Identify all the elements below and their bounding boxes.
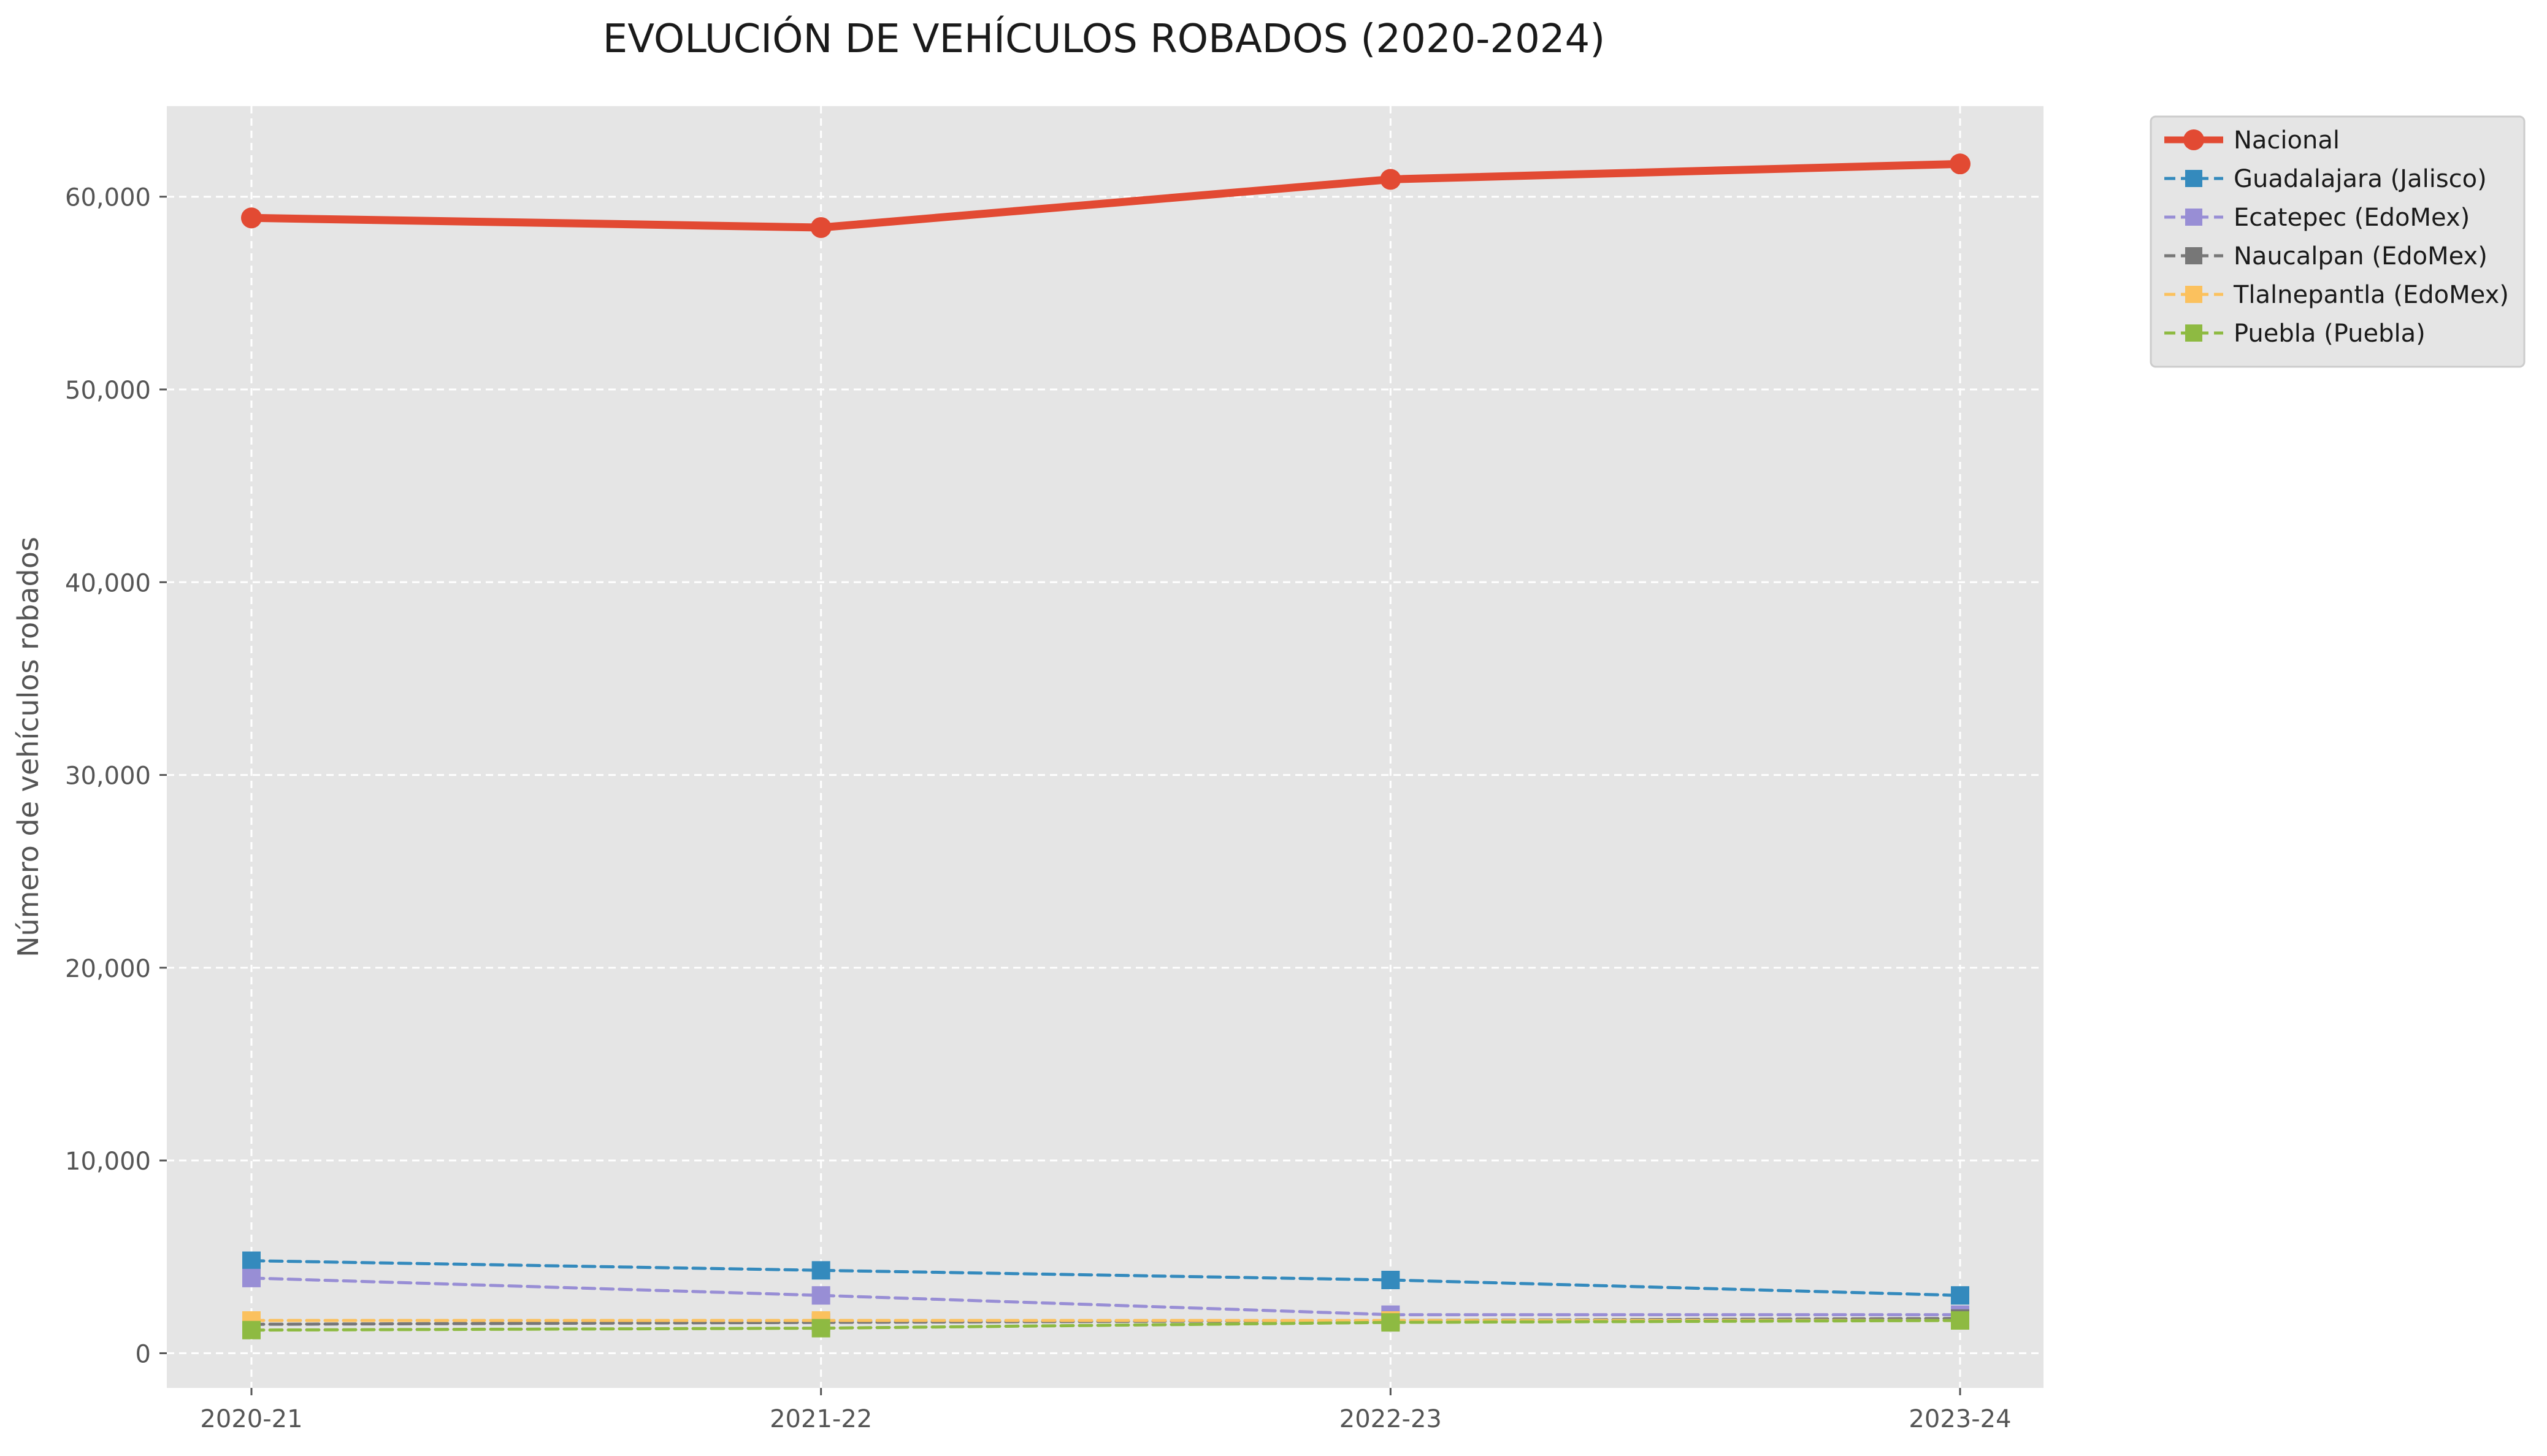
data-point [1950, 153, 1971, 175]
y-tick-label: 50,000 [65, 377, 151, 405]
data-point [810, 217, 832, 238]
data-point [1381, 1271, 1400, 1289]
legend-item: Guadalajara (Jalisco) [2164, 165, 2487, 193]
series-line [247, 159, 1964, 232]
legend-label: Nacional [2234, 126, 2340, 155]
data-point [811, 1261, 830, 1280]
y-tick-label: 10,000 [65, 1148, 151, 1176]
legend-item: Tlalnepantla (EdoMex) [2164, 281, 2509, 309]
legend-label: Guadalajara (Jalisco) [2234, 165, 2487, 193]
axes: 0 10,000 20,000 30,000 40,000 50,000 60,000 202… [65, 184, 2012, 1433]
series-group [241, 153, 1971, 1339]
x-tick-label: 2020-21 [200, 1405, 302, 1433]
grid [167, 106, 2043, 1388]
legend-marker [2185, 286, 2202, 303]
legend-marker [2185, 170, 2202, 187]
legend-label: Ecatepec (EdoMex) [2234, 204, 2470, 232]
x-tick-label: 2023-24 [1909, 1405, 2011, 1433]
legend-label: Puebla (Puebla) [2234, 320, 2426, 348]
data-point [1380, 169, 1401, 190]
data-point [1951, 1311, 1969, 1330]
legend-item: Naucalpan (EdoMex) [2164, 242, 2488, 270]
series-0 [241, 153, 1971, 238]
legend-marker [2185, 209, 2202, 226]
series-line [250, 1319, 1962, 1332]
data-point [811, 1319, 830, 1338]
data-point [811, 1286, 830, 1305]
x-tick-label: 2021-22 [770, 1405, 872, 1433]
series-1 [242, 1251, 1969, 1305]
legend-box [2150, 115, 2526, 368]
legend-item: Ecatepec (EdoMex) [2164, 204, 2470, 232]
y-tick-label: 0 [136, 1340, 151, 1368]
y-axis-label: Número de vehículos robados [12, 537, 45, 957]
series-5 [242, 1311, 1969, 1339]
legend-marker [2185, 324, 2202, 342]
legend-item: Puebla (Puebla) [2164, 320, 2426, 348]
legend: Nacional Guadalajara (Jalisco) Ecatepec (E… [2150, 115, 2526, 368]
data-point [1951, 1286, 1969, 1305]
data-point [1381, 1313, 1400, 1332]
legend-item: Nacional [2164, 126, 2340, 155]
y-tick-label: 60,000 [65, 184, 151, 212]
series-line [250, 1276, 1962, 1317]
plot-area [167, 106, 2043, 1388]
data-point [242, 1251, 261, 1270]
legend-marker [2185, 247, 2202, 264]
data-point [242, 1268, 261, 1287]
data-point [241, 207, 262, 229]
y-tick-label: 20,000 [65, 955, 151, 983]
chart-title: EVOLUCIÓN DE VEHÍCULOS ROBADOS (2020-202… [603, 15, 1605, 62]
series-line [250, 1259, 1962, 1297]
legend-label: Naucalpan (EdoMex) [2234, 242, 2488, 270]
y-tick-label: 30,000 [65, 762, 151, 791]
y-tick-label: 40,000 [65, 569, 151, 597]
legend-label: Tlalnepantla (EdoMex) [2233, 281, 2509, 309]
legend-marker [2183, 129, 2204, 150]
data-point [242, 1320, 261, 1339]
x-tick-label: 2022-23 [1339, 1405, 1442, 1433]
